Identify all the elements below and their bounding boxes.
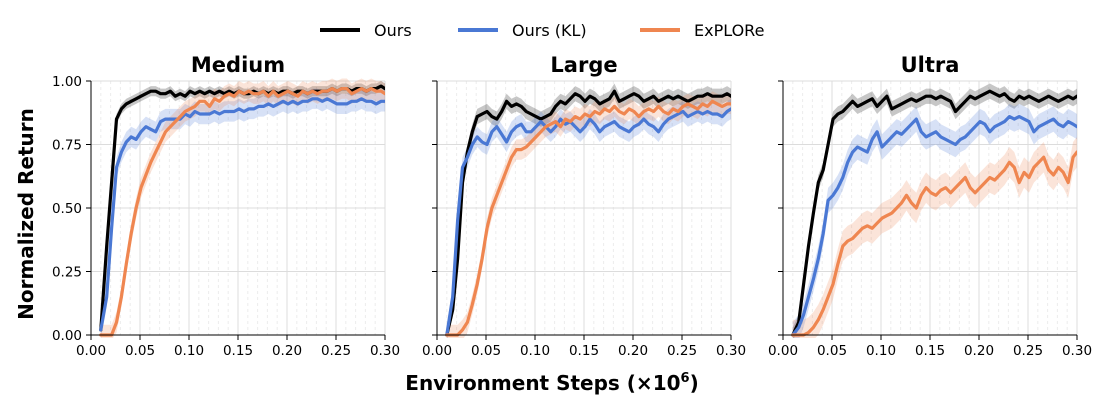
y-tick-label: 0.75	[52, 138, 82, 154]
x-tick-label: 0.00	[76, 343, 106, 359]
x-tick-label: 0.15	[915, 343, 945, 359]
x-tick-label: 0.20	[964, 343, 994, 359]
band-explore	[792, 136, 1077, 338]
x-tick-label: 0.15	[223, 343, 253, 359]
panel-large: 0.00 0.05 0.10 0.15 0.20 0.25 0.30 Large	[422, 53, 746, 359]
x-tick-label: 0.25	[1013, 343, 1043, 359]
series-line-explore	[445, 99, 731, 337]
x-axis-label: Environment Steps (×106)	[405, 371, 698, 395]
x-tick-label: 0.30	[716, 343, 746, 359]
x-tick-label: 0.05	[817, 343, 847, 359]
band-ours-kl	[446, 98, 731, 338]
series-line-ours-kl	[791, 114, 1077, 337]
y-tick-label: 1.00	[52, 74, 82, 90]
x-tick-label: 0.10	[174, 343, 204, 359]
legend-label-ours-kl: Ours (KL)	[512, 21, 587, 40]
legend-label-ours: Ours	[374, 21, 412, 40]
series-line-explore	[99, 86, 385, 337]
x-tick-label: 0.15	[569, 343, 599, 359]
series-line-ours-kl	[99, 97, 385, 332]
x-tick-label: 0.10	[520, 343, 550, 359]
band-ours-kl	[100, 88, 385, 338]
x-axis-label-close: )	[690, 371, 699, 395]
band-explore	[446, 91, 731, 338]
panel-title-large: Large	[550, 53, 617, 77]
plot-area-ultra	[791, 83, 1077, 338]
series-line-ours	[791, 89, 1077, 337]
y-tick-label: 0.00	[52, 328, 82, 344]
panel-title-ultra: Ultra	[901, 53, 960, 77]
series-line-ours	[445, 89, 731, 337]
plot-area-medium	[99, 78, 385, 338]
x-tick-label: 0.20	[272, 343, 302, 359]
x-tick-label: 0.05	[125, 343, 155, 359]
x-tick-label: 0.30	[370, 343, 400, 359]
x-tick-label: 0.20	[618, 343, 648, 359]
y-tick-label: 0.25	[52, 265, 82, 281]
x-tick-label: 0.00	[422, 343, 452, 359]
x-tick-label: 0.25	[667, 343, 697, 359]
band-ours	[100, 81, 385, 335]
y-axis-label: Normalized Return	[14, 108, 38, 320]
x-axis-label-exponent: 6	[681, 371, 690, 386]
legend: Ours Ours (KL) ExPLORe	[320, 21, 764, 40]
legend-label-explore: ExPLORe	[694, 21, 764, 40]
plot-area-large	[445, 83, 731, 338]
grid-medium	[90, 80, 386, 336]
x-tick-label: 0.05	[471, 343, 501, 359]
band-ours-kl	[792, 103, 1077, 338]
panel-medium: 0.00 0.05 0.10 0.15 0.20 0.25 0.30 0.00 0.25 0.50…	[52, 53, 400, 359]
x-tick-label: 0.10	[866, 343, 896, 359]
y-tick-label: 0.50	[52, 201, 82, 217]
x-tick-label: 0.25	[321, 343, 351, 359]
panel-title-medium: Medium	[191, 53, 285, 77]
x-tick-label: 0.00	[768, 343, 798, 359]
x-axis-label-main: Environment Steps (×10	[405, 371, 680, 395]
series-line-explore	[791, 150, 1077, 337]
series-line-ours-kl	[445, 107, 731, 337]
panel-ultra: 0.00 0.05 0.10 0.15 0.20 0.25 0.30 Ultra	[768, 53, 1092, 359]
x-tick-label: 0.30	[1062, 343, 1092, 359]
